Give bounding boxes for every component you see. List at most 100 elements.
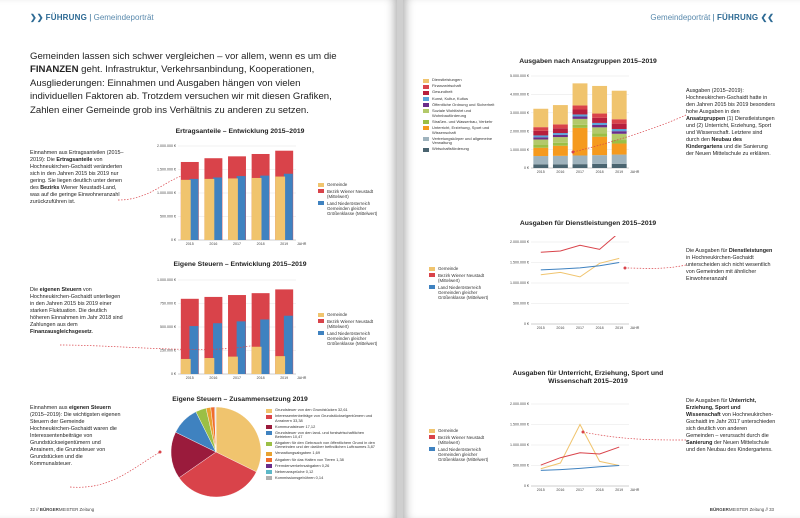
header-arrows-icon: ❯❯ <box>30 13 44 22</box>
x-tick-label: 2015 <box>537 326 545 330</box>
note-unterricht: Die Ausgaben für Unterricht, Erziehung, … <box>686 398 776 453</box>
series-line <box>540 446 620 466</box>
x-tick-label: 2015 <box>537 170 545 174</box>
x-tick-label: 2017 <box>576 488 584 492</box>
right-header: Gemeindeporträt | FÜHRUNG ❮❮ <box>650 13 774 22</box>
bar-gemeinde <box>228 178 238 240</box>
stacked-segment <box>552 128 568 134</box>
legend-swatch <box>266 408 272 413</box>
legend-item: Dienstleistungen <box>423 77 503 83</box>
legend-item: Grundsteuer von den Grundstücken 32,61 <box>266 407 378 413</box>
bar-land <box>213 323 223 374</box>
stacked-segment <box>611 163 627 168</box>
bar-gemeinde <box>275 176 286 240</box>
legend-swatch <box>318 331 324 336</box>
stacked-segment <box>533 156 549 165</box>
chart-title-ansatzgruppen: Ausgaben nach Ansatzgruppen 2015–2019 <box>519 58 657 65</box>
legend-label: Vertretungskörper und allgemeine Verwalt… <box>432 135 493 146</box>
legend-swatch <box>266 414 272 419</box>
legend-swatch <box>266 441 272 446</box>
legend-label: Kommissionsgebühren 0,14 <box>275 474 324 480</box>
stacked-segment <box>572 127 588 156</box>
y-tick-label: 500.000 € <box>513 464 529 468</box>
legend-label: Land Niederösterreich Gemeinden gleicher… <box>327 330 378 347</box>
stacked-segment <box>533 139 549 145</box>
stacked-segment <box>592 155 608 164</box>
stacked-segment <box>552 105 568 125</box>
ertragsanteile-chart: 0 € 500.000 € 1.000.000 € 1.500.000 € 2.000.… <box>157 144 307 246</box>
legend-swatch <box>423 109 429 114</box>
stacked-segment <box>533 135 549 138</box>
stacked-segment <box>572 114 588 117</box>
legend-label: Nebenansprüche 0,12 <box>275 468 314 474</box>
legend-item: Abgaben für das Halten von Tieren 1,38 <box>266 456 378 462</box>
ertragsanteile-legend: Gemeinde Bezirk Wiener Neustadt (Mittelwe… <box>318 182 378 218</box>
x-tick-label: 2016 <box>556 326 564 330</box>
legend-swatch <box>266 425 272 429</box>
stacked-segment <box>572 164 588 168</box>
legend-swatch <box>423 78 429 83</box>
y-tick-label: 1.000.000 € <box>510 281 529 285</box>
legend-item: Interessentenbeiträge von Grundstückseig… <box>266 413 378 423</box>
stacked-segment <box>611 123 627 129</box>
x-tick-label: 2019 <box>280 376 288 380</box>
stacked-segment <box>552 124 568 129</box>
note-eigene-steuern: Die eigenen Steuern von Hochneukirchen-G… <box>30 287 123 335</box>
bar-land <box>236 176 246 240</box>
y-tick-label: 4.000.000 € <box>510 93 529 97</box>
y-tick-label: 500.000 € <box>160 325 176 329</box>
legend-item: Nebenansprüche 0,12 <box>266 468 378 475</box>
stacked-segment <box>592 124 608 128</box>
right-footer: BÜRGERMEISTER Zeitung // 33 <box>709 507 774 512</box>
legend-item: Wirtschaftsförderung <box>423 147 503 152</box>
legend-swatch <box>423 126 429 131</box>
dienstleistungen-legend: Gemeinde Bezirk Wiener Neustadt (Mittelwe… <box>429 266 503 302</box>
stacked-segment <box>533 147 549 157</box>
stacked-segment <box>611 154 627 164</box>
legend-label: Öffentliche Ordnung und Sicherheit <box>432 101 495 107</box>
y-tick-label: 0 € <box>171 372 176 376</box>
left-footer: 32 // BÜRGERMEISTER Zeitung <box>30 507 95 512</box>
bar-gemeinde <box>228 356 238 374</box>
ansatzgruppen-legend: Dienstleistungen Finanzwirtschaft Gesundhe… <box>423 77 503 154</box>
legend-swatch <box>266 431 272 436</box>
bar-land <box>283 173 293 240</box>
x-unit-label: JAHR <box>297 376 307 380</box>
legend-label: Abgaben für das Halten von Tieren 1,38 <box>275 456 344 462</box>
legend-item: Bezirk Wiener Neustadt (Mittelwert) <box>429 273 503 283</box>
legend-label: Kommunalsteuer 17,12 <box>275 423 316 429</box>
stacked-segment <box>552 155 568 165</box>
legend-swatch <box>429 435 435 440</box>
y-tick-label: 1.500.000 € <box>510 261 529 265</box>
bar-land <box>189 326 199 374</box>
y-tick-label: 250.000 € <box>160 349 176 353</box>
legend-item: Gemeinde <box>429 428 503 433</box>
legend-label: Gesundheit <box>432 89 453 95</box>
x-tick-label: 2015 <box>186 242 194 246</box>
x-unit-label: JAHR <box>630 326 640 330</box>
y-tick-label: 2.000.000 € <box>510 129 529 133</box>
legend-item: Kommunalsteuer 17,12 <box>266 423 378 429</box>
chart-title-unterricht: Ausgaben für Unterricht, Erziehung, Spor… <box>512 370 664 385</box>
bar-land <box>283 315 293 374</box>
legend-item: Gemeinde <box>318 182 378 187</box>
note-zusammensetzung: Einnahmen aus eigenen Steuern (2015–2019… <box>30 405 121 467</box>
legend-item: Gemeinde <box>318 312 378 317</box>
eigene-steuern-legend: Gemeinde Bezirk Wiener Neustadt (Mittelwe… <box>318 312 378 348</box>
note-ertragsanteile: Einnahmen aus Ertragsanteilen (2015–2019… <box>30 150 124 205</box>
x-unit-label: JAHR <box>297 242 307 246</box>
x-tick-label: 2016 <box>556 170 564 174</box>
legend-item: Land Niederösterreich Gemeinden gleicher… <box>318 201 378 217</box>
stacked-segment <box>552 133 568 135</box>
chart-title-zusammensetzung: Eigene Steuern – Zusammensetzung 2019 <box>172 396 308 403</box>
stacked-segment <box>611 90 627 120</box>
eigene-steuern-chart: 0 € 250.000 € 500.000 € 750.000 € 1.000.000 … <box>157 278 307 380</box>
legend-item: Öffentliche Ordnung und Sicherheit <box>423 101 503 108</box>
header-section: FÜHRUNG <box>45 13 88 22</box>
legend-item: Land Niederösterreich Gemeinden gleicher… <box>429 285 503 301</box>
bar-gemeinde <box>204 178 215 240</box>
legend-item: Straßen- und Wasserbau, Verkehr <box>423 119 503 125</box>
stacked-segment <box>572 105 588 110</box>
ansatzgruppen-chart: 0 € 1.000.000 € 2.000.000 € 3.000.000 € 4.00… <box>510 74 640 174</box>
stacked-segment <box>572 116 588 119</box>
